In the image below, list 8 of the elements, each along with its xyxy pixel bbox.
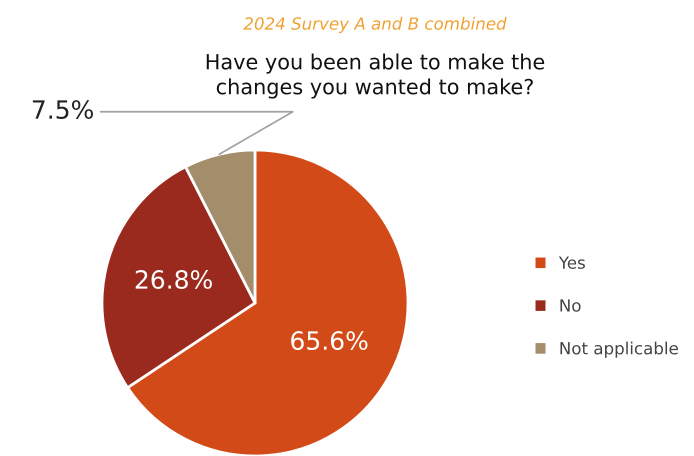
data-label: 7.5% <box>32 100 93 120</box>
data-label: 65.6% <box>291 331 368 350</box>
legend-label: Not applicable <box>560 342 678 358</box>
chart-subtitle: 2024 Survey A and B combined <box>243 16 507 34</box>
chart-title: Have you been able to make the changes you wanted to make? <box>206 53 544 99</box>
data-label: 26.8% <box>136 270 212 289</box>
legend-label: No <box>560 299 581 312</box>
legend-label: Yes <box>558 256 585 269</box>
